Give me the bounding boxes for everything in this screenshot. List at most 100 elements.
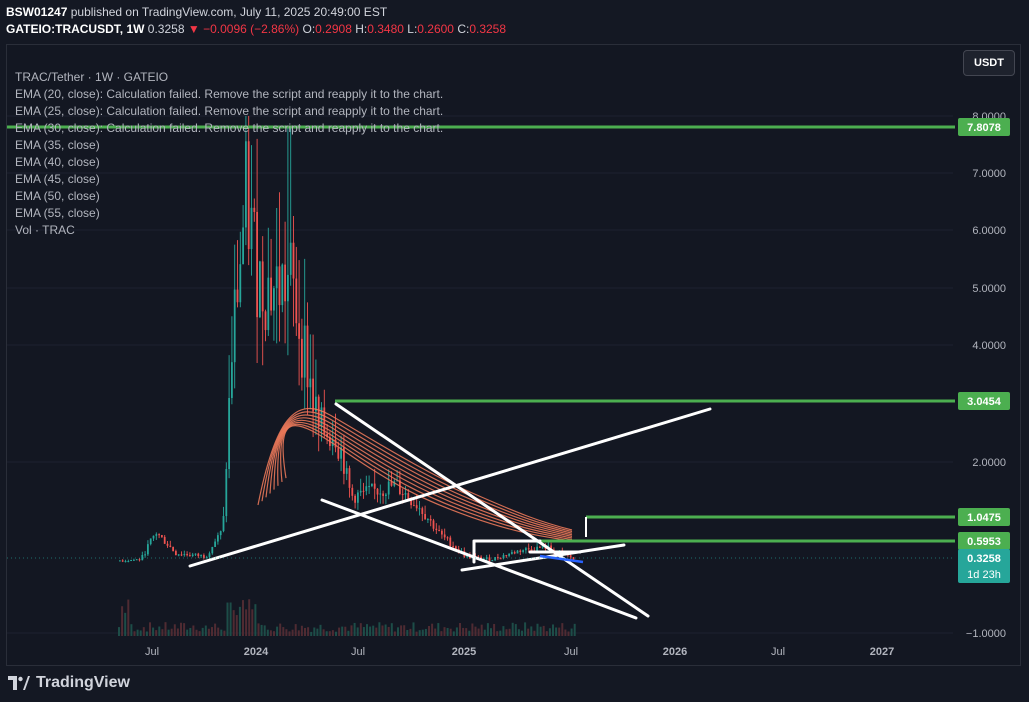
ema-line	[269, 417, 573, 536]
volume-bar	[316, 628, 319, 636]
candle-body	[214, 541, 216, 547]
price-change: −0.0096 (−2.86%)	[203, 22, 300, 36]
candle-body	[189, 555, 191, 557]
volume-bar	[431, 623, 434, 636]
candle-body	[359, 490, 362, 493]
volume-bar	[207, 628, 210, 636]
volume-bar	[118, 627, 120, 636]
volume-bar	[152, 627, 155, 636]
trendline	[334, 402, 650, 618]
candle-body	[253, 207, 256, 212]
volume-bar	[269, 630, 272, 636]
volume-bar	[266, 629, 269, 636]
legend-item[interactable]: EMA (50, close)	[15, 189, 100, 203]
candle-body	[163, 536, 166, 544]
volume-bar	[133, 631, 136, 636]
candle-body	[494, 557, 496, 561]
volume-bar	[242, 600, 244, 636]
candle-body	[435, 528, 438, 531]
volume-bar	[248, 599, 251, 636]
legend-item[interactable]: EMA (25, close): Calculation failed. Rem…	[15, 104, 444, 118]
candle-body	[208, 553, 211, 558]
candle-body	[373, 483, 376, 489]
volume-bar	[124, 612, 127, 636]
legend-item[interactable]: Vol · TRAC	[15, 223, 75, 237]
candle-body	[365, 486, 368, 492]
volume-bar	[369, 626, 372, 636]
close-value: 0.3258	[469, 22, 507, 36]
volume-bar	[393, 631, 396, 636]
candle-body	[569, 555, 572, 558]
candle-body	[368, 486, 370, 488]
volume-bar	[452, 631, 455, 636]
candle-body	[228, 397, 230, 470]
volume-bar	[533, 630, 536, 636]
legend-item[interactable]: EMA (35, close)	[15, 138, 100, 152]
candle-body	[525, 548, 527, 551]
candle-body	[354, 495, 356, 503]
candle-body	[298, 323, 300, 339]
candle-body	[505, 555, 508, 557]
volume-bar	[331, 630, 334, 636]
candle-body	[278, 266, 281, 306]
candle-body	[429, 519, 432, 521]
volume-bar	[558, 627, 561, 636]
x-tick-label: 2027	[870, 646, 894, 658]
volume-bar	[521, 630, 523, 636]
x-tick-label: 2024	[244, 646, 269, 658]
publish-header: BSW01247 published on TradingView.com, J…	[6, 5, 387, 19]
candle-body	[155, 534, 158, 536]
volume-bar	[418, 630, 421, 636]
candle-body	[404, 493, 407, 495]
candle-body	[222, 516, 225, 532]
candle-body	[320, 407, 323, 427]
currency-button[interactable]: USDT	[963, 50, 1015, 76]
volume-bar	[499, 630, 502, 636]
volume-bar	[409, 628, 412, 636]
volume-bar	[226, 602, 229, 636]
legend-title[interactable]: TRAC/Tether · 1W · GATEIO	[15, 70, 169, 84]
candle-body	[259, 261, 261, 318]
legend-item[interactable]: EMA (30, close): Calculation failed. Rem…	[15, 121, 444, 135]
tradingview-logo[interactable]: TradingView	[8, 674, 130, 692]
y-tick-label: −1.0000	[966, 628, 1006, 640]
candle-body	[337, 447, 340, 459]
candle-body	[287, 274, 289, 302]
legend-item[interactable]: EMA (55, close)	[15, 206, 100, 220]
candle-body	[516, 550, 519, 554]
volume-bar	[294, 624, 297, 636]
candle-body	[301, 338, 303, 378]
y-tick-label: 4.0000	[972, 340, 1006, 352]
candle-body	[191, 554, 194, 556]
candle-body	[443, 534, 446, 538]
volume-bar	[322, 629, 325, 636]
candle-body	[424, 514, 426, 520]
candle-body	[225, 469, 228, 517]
candle-body	[418, 508, 421, 510]
volume-bar	[164, 622, 167, 636]
volume-bar	[176, 628, 179, 636]
volume-bar	[428, 626, 430, 636]
volume-bar	[297, 630, 300, 636]
legend-item[interactable]: EMA (20, close): Calculation failed. Rem…	[15, 87, 444, 101]
legend-item[interactable]: EMA (40, close)	[15, 155, 100, 169]
volume-bar	[195, 629, 198, 636]
volume-bar	[468, 630, 471, 636]
candle-body	[376, 488, 379, 495]
legend-item[interactable]: EMA (45, close)	[15, 172, 100, 186]
volume-bar	[307, 627, 310, 636]
volume-bar	[372, 625, 375, 636]
volume-bar	[455, 627, 458, 636]
volume-bar	[180, 622, 182, 636]
candle-body	[399, 480, 401, 495]
volume-bar	[555, 627, 558, 636]
candle-body	[264, 311, 267, 331]
candle-body	[502, 555, 505, 559]
y-tick-label: 6.0000	[972, 225, 1006, 237]
candle-body	[572, 557, 575, 560]
volume-bar	[421, 629, 424, 636]
trendline	[188, 407, 712, 568]
volume-bar	[121, 606, 124, 636]
volume-bar	[462, 627, 465, 636]
